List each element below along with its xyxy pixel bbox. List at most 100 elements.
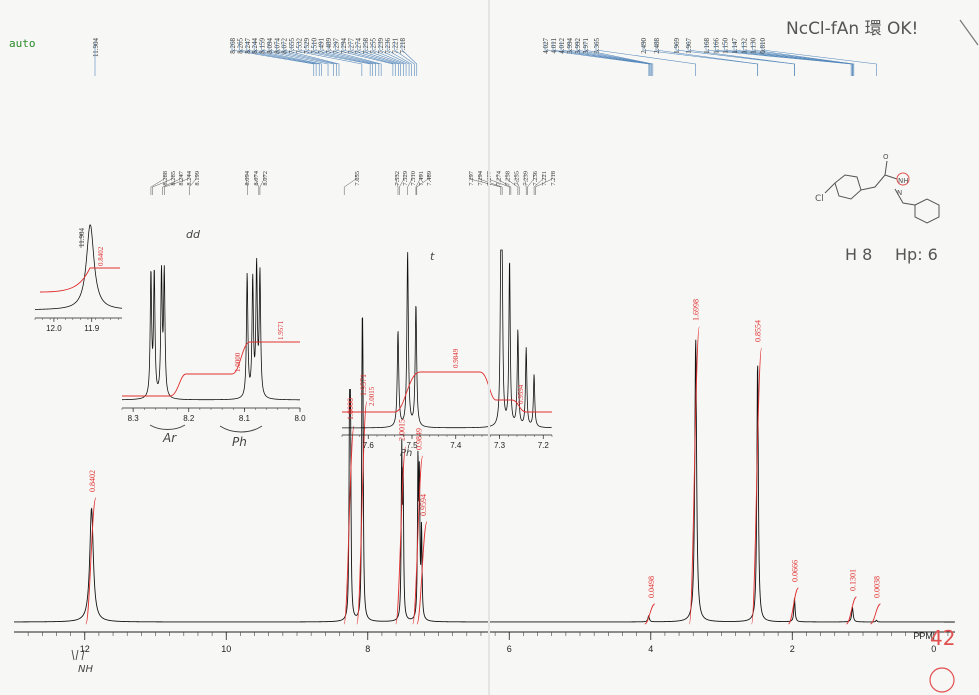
peak-label: 7.274	[355, 38, 363, 54]
inset-peak-leader	[245, 174, 248, 195]
handwritten-ar: Ar	[162, 431, 177, 445]
x-tick-label: 8	[365, 644, 370, 654]
inset-peak-leader	[478, 174, 503, 195]
inset-spectrum-line	[342, 249, 552, 429]
inset-spectrum-line	[122, 257, 300, 401]
inset-peak-leader	[515, 174, 520, 195]
inset-tick-label: 8.1	[239, 414, 251, 423]
peak-label-leader	[687, 41, 795, 76]
handwritten-t: t	[430, 250, 435, 263]
peak-label-leader	[752, 41, 855, 76]
handwritten-nh: NH	[78, 664, 93, 675]
peak-label-leader	[283, 41, 340, 76]
inset-peak-label: 7.655	[354, 171, 361, 186]
inset-peak-label: 7.510	[410, 171, 417, 186]
inset-tick-label: 8.3	[128, 414, 140, 423]
structure-carbonyl	[884, 160, 888, 176]
peak-label: 7.255	[369, 38, 377, 54]
inset-integral-label: 1.0000	[234, 352, 242, 372]
x-tick-label: 4	[648, 644, 653, 654]
structure-chain	[860, 174, 898, 191]
peak-label-leader	[349, 41, 399, 76]
inset-peak-leader	[416, 174, 429, 195]
x-tick-label: 10	[221, 644, 231, 654]
peak-label: 7.258	[362, 38, 370, 54]
structure-ring-a	[834, 174, 862, 200]
peak-label: 8.247	[244, 37, 252, 53]
inset-peak-label: 7.274	[495, 170, 502, 185]
peak-label: 3.994	[566, 38, 574, 54]
inset-peak-leader	[407, 174, 413, 195]
inset-tick-label: 7.5	[406, 441, 418, 450]
peak-label: 2.488	[653, 38, 661, 54]
peak-label-leader	[246, 41, 320, 76]
inset-peak-label: 7.221	[541, 171, 548, 186]
hand-bracket	[219, 425, 263, 433]
inset-peak-label: 7.297	[468, 170, 475, 185]
inset-peak-label: 7.529	[402, 171, 409, 186]
integral-curve	[870, 603, 881, 625]
handwritten-h-count: H 8	[845, 245, 873, 264]
inset-peak-leader	[535, 174, 553, 195]
inset-integral-curve	[39, 267, 120, 293]
peak-label: 7.655	[288, 38, 296, 54]
integral-label: 1.0000	[346, 398, 355, 420]
structure-o: O	[883, 153, 889, 161]
peak-label-leader	[357, 41, 401, 76]
peak-label-leader	[379, 41, 410, 76]
peak-label-leader	[305, 41, 373, 76]
inset-peak-label: 7.236	[532, 170, 539, 185]
integral-label: 1.9571	[359, 374, 368, 396]
inset-peak-leader	[524, 174, 527, 195]
inset-integral-label: 0.9849	[452, 348, 460, 368]
inset-peak-label: 8.094	[244, 170, 251, 185]
inset-tick-label: 8.0	[294, 414, 306, 423]
x-axis-label: PPM	[913, 631, 933, 641]
peak-label: 4.012	[558, 38, 566, 54]
peak-label: 1.147	[731, 38, 739, 54]
inset-peak-label: 8.072	[262, 171, 269, 186]
peak-label-leader	[576, 41, 652, 76]
integral-curve	[85, 497, 97, 625]
integral-label: 0.9594	[419, 494, 428, 516]
peak-label: 3.992	[574, 38, 582, 54]
integral-curve	[787, 587, 799, 625]
peak-label: 7.221	[392, 38, 400, 54]
inset-integral-label: 0.8402	[97, 246, 105, 266]
peak-label: 4.011	[550, 38, 558, 54]
peak-label: 4.027	[542, 38, 550, 54]
handwritten-page-number: 42	[930, 626, 956, 650]
peak-label: 7.510	[310, 38, 318, 54]
handwritten-ph-2: Ph	[400, 448, 412, 459]
peak-label: 7.491	[318, 38, 326, 54]
peak-label: 8.265	[236, 37, 244, 53]
inset-peak-leader	[164, 174, 189, 195]
peak-label: 1.166	[712, 38, 720, 54]
peak-label: 8.072	[281, 38, 289, 54]
peak-label-leader	[401, 41, 418, 76]
integral-curve	[395, 446, 407, 625]
inset-peak-label: 7.255	[514, 171, 521, 186]
integral-curve	[412, 455, 424, 625]
inset-peak-label: 7.294	[477, 170, 484, 185]
peak-label: 1.967	[685, 38, 693, 54]
inset-integral-label: 2.0015	[368, 386, 376, 406]
peak-label-leader	[231, 41, 315, 76]
integral-label: 0.1301	[848, 569, 857, 591]
peak-label-leader	[733, 41, 853, 76]
peak-label: 11.904	[92, 38, 100, 57]
handwritten-ph: Ph	[232, 435, 247, 449]
peak-label: 1.132	[740, 38, 748, 54]
peak-label-leader	[715, 41, 852, 76]
peak-label: 8.094	[266, 38, 274, 54]
integral-label: 0.9849	[415, 428, 424, 450]
inset-peak-leader	[162, 174, 181, 195]
integral-label: 0.0038	[872, 576, 881, 598]
structure-n: N	[897, 189, 902, 197]
peak-label-leader	[394, 41, 415, 76]
inset-tick-label: 7.4	[450, 441, 462, 450]
peak-label-leader	[313, 41, 376, 76]
auto-label: auto	[9, 37, 36, 50]
